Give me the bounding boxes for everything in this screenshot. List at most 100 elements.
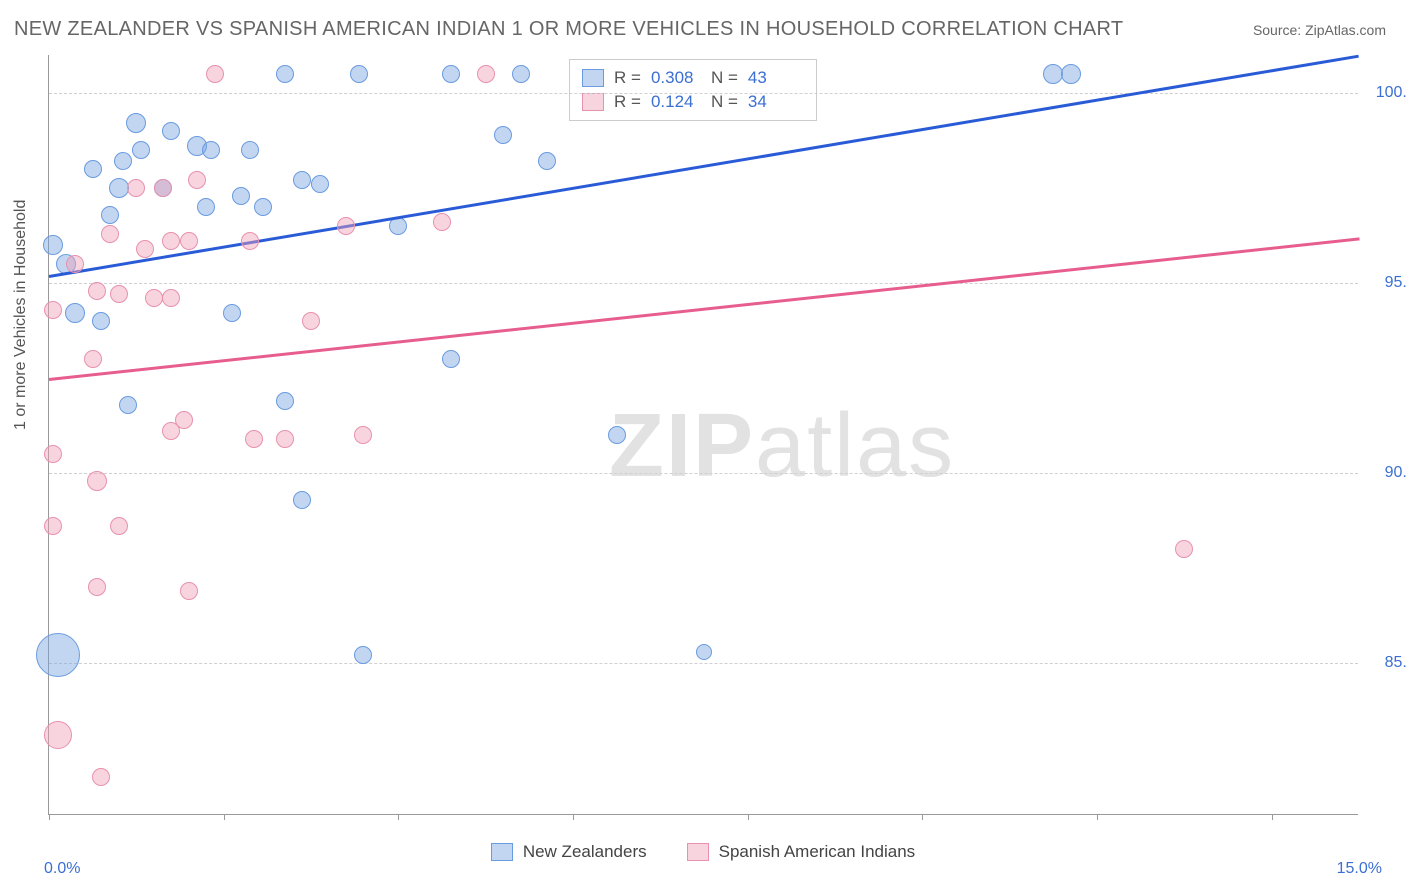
data-point [175, 411, 193, 429]
data-point [126, 113, 146, 133]
data-point [119, 396, 137, 414]
series1-swatch-bottom [491, 843, 513, 861]
data-point [442, 350, 460, 368]
data-point [36, 633, 80, 677]
data-point [110, 517, 128, 535]
legend-item-2: Spanish American Indians [687, 842, 916, 862]
data-point [302, 312, 320, 330]
series2-swatch-bottom [687, 843, 709, 861]
data-point [293, 491, 311, 509]
legend-label-2: Spanish American Indians [719, 842, 916, 862]
data-point [696, 644, 712, 660]
data-point [44, 301, 62, 319]
series1-r-value: 0.308 [651, 68, 701, 88]
data-point [241, 232, 259, 250]
data-point [354, 646, 372, 664]
y-tick-label: 95.0% [1370, 274, 1406, 292]
chart-title: NEW ZEALANDER VS SPANISH AMERICAN INDIAN… [14, 18, 1123, 41]
data-point [162, 289, 180, 307]
y-axis-title: 1 or more Vehicles in Household [12, 200, 30, 430]
data-point [127, 179, 145, 197]
data-point [162, 232, 180, 250]
data-point [88, 282, 106, 300]
data-point [66, 255, 84, 273]
data-point [276, 430, 294, 448]
gridline [49, 283, 1358, 284]
series2-r-value: 0.124 [651, 92, 701, 112]
gridline [49, 473, 1358, 474]
series2-swatch [582, 93, 604, 111]
data-point [101, 206, 119, 224]
data-point [87, 471, 107, 491]
data-point [538, 152, 556, 170]
data-point [114, 152, 132, 170]
data-point [92, 312, 110, 330]
x-tick [922, 814, 923, 820]
data-point [44, 445, 62, 463]
data-point [254, 198, 272, 216]
data-point [197, 198, 215, 216]
data-point [43, 235, 63, 255]
y-tick-label: 100.0% [1370, 84, 1406, 102]
legend-item-1: New Zealanders [491, 842, 647, 862]
data-point [44, 517, 62, 535]
x-tick [398, 814, 399, 820]
data-point [136, 240, 154, 258]
x-tick [1272, 814, 1273, 820]
data-point [65, 303, 85, 323]
data-point [162, 122, 180, 140]
data-point [206, 65, 224, 83]
stats-row-1: R = 0.308 N = 43 [582, 66, 798, 90]
x-tick [224, 814, 225, 820]
source-attribution: Source: ZipAtlas.com [1253, 22, 1386, 38]
data-point [202, 141, 220, 159]
x-tick [49, 814, 50, 820]
x-axis-min-label: 0.0% [44, 860, 80, 878]
gridline [49, 93, 1358, 94]
data-point [276, 392, 294, 410]
data-point [311, 175, 329, 193]
data-point [84, 160, 102, 178]
data-point [223, 304, 241, 322]
trend-line [49, 237, 1359, 380]
data-point [433, 213, 451, 231]
data-point [84, 350, 102, 368]
data-point [145, 289, 163, 307]
x-tick [748, 814, 749, 820]
data-point [276, 65, 294, 83]
data-point [132, 141, 150, 159]
data-point [154, 179, 172, 197]
stats-legend-box: R = 0.308 N = 43 R = 0.124 N = 34 [569, 59, 817, 121]
data-point [241, 141, 259, 159]
data-point [477, 65, 495, 83]
plot-area: ZIPatlas R = 0.308 N = 43 R = 0.124 N = … [48, 55, 1358, 815]
gridline [49, 663, 1358, 664]
data-point [1175, 540, 1193, 558]
correlation-chart: NEW ZEALANDER VS SPANISH AMERICAN INDIAN… [0, 0, 1406, 892]
y-tick-label: 85.0% [1370, 654, 1406, 672]
series1-n-value: 43 [748, 68, 798, 88]
data-point [232, 187, 250, 205]
data-point [109, 178, 129, 198]
y-tick-label: 90.0% [1370, 464, 1406, 482]
series1-swatch [582, 69, 604, 87]
bottom-legend: New Zealanders Spanish American Indians [0, 842, 1406, 862]
data-point [92, 768, 110, 786]
data-point [354, 426, 372, 444]
data-point [188, 171, 206, 189]
x-tick [1097, 814, 1098, 820]
data-point [180, 582, 198, 600]
x-axis-max-label: 15.0% [1337, 860, 1382, 878]
data-point [110, 285, 128, 303]
data-point [44, 721, 72, 749]
data-point [293, 171, 311, 189]
data-point [442, 65, 460, 83]
x-tick [573, 814, 574, 820]
data-point [88, 578, 106, 596]
data-point [350, 65, 368, 83]
data-point [494, 126, 512, 144]
series2-n-value: 34 [748, 92, 798, 112]
data-point [245, 430, 263, 448]
data-point [608, 426, 626, 444]
data-point [101, 225, 119, 243]
